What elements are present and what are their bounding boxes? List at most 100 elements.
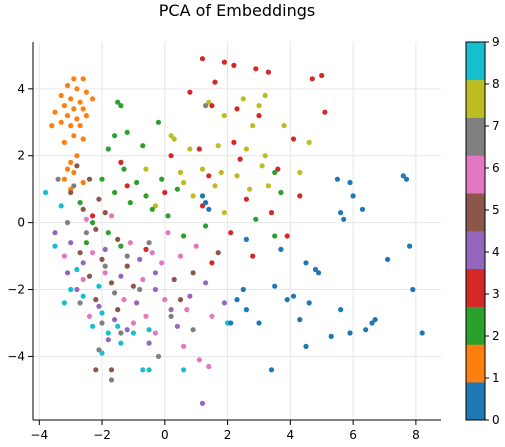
scatter-point bbox=[221, 210, 227, 216]
scatter-point bbox=[118, 273, 124, 279]
scatter-point bbox=[316, 270, 322, 276]
y-tick-label: −4 bbox=[7, 349, 25, 363]
scatter-point bbox=[108, 377, 115, 383]
x-tick-label: −4 bbox=[30, 428, 48, 442]
scatter-point bbox=[83, 230, 89, 236]
scatter-point bbox=[328, 333, 334, 339]
scatter-point bbox=[74, 86, 80, 92]
grid-lines bbox=[33, 42, 441, 420]
scatter-point bbox=[256, 320, 262, 326]
scatter-point bbox=[96, 196, 102, 202]
colorbar-tick-label: 5 bbox=[492, 203, 500, 217]
scatter-point bbox=[124, 327, 130, 333]
scatter-point bbox=[403, 176, 410, 182]
colorbar: 0 1 2 3 4 5 6 7 8 9 bbox=[465, 35, 500, 427]
scatter-point bbox=[174, 323, 180, 329]
scatter-point bbox=[134, 300, 140, 306]
scatter-point bbox=[209, 260, 215, 266]
scatter-point bbox=[309, 76, 315, 82]
scatter-point bbox=[112, 133, 118, 139]
scatter-point bbox=[115, 99, 121, 105]
scatter-point bbox=[71, 169, 77, 176]
y-tick-label: 2 bbox=[17, 149, 25, 163]
scatter-point bbox=[118, 159, 124, 165]
scatter-point bbox=[74, 286, 80, 293]
scatter-point bbox=[278, 189, 284, 196]
scatter-point bbox=[96, 303, 102, 309]
scatter-point bbox=[152, 330, 158, 336]
scatter-point bbox=[253, 66, 259, 72]
scatter-point bbox=[96, 347, 102, 353]
scatter-point bbox=[68, 286, 74, 293]
scatter-point bbox=[80, 293, 86, 299]
scatter-point bbox=[199, 203, 206, 209]
scatter-point bbox=[268, 367, 275, 373]
scatter-point bbox=[400, 173, 406, 179]
scatter-point bbox=[199, 193, 206, 199]
scatter-point bbox=[177, 253, 184, 259]
scatter-point bbox=[105, 230, 111, 236]
scatter-point bbox=[221, 113, 227, 119]
scatter-point bbox=[350, 193, 356, 199]
scatter-point bbox=[168, 133, 174, 139]
scatter-point bbox=[49, 123, 55, 129]
scatter-point bbox=[177, 169, 184, 176]
colorbar-tick-label: 6 bbox=[492, 161, 500, 175]
scatter-point bbox=[80, 136, 86, 142]
scatter-point bbox=[124, 253, 130, 259]
scatter-point bbox=[64, 82, 71, 89]
scatter-point bbox=[152, 286, 158, 293]
scatter-point bbox=[187, 89, 193, 95]
scatter-point bbox=[215, 250, 221, 256]
scatter-point bbox=[259, 163, 265, 169]
x-tick-label: 8 bbox=[412, 428, 420, 442]
colorbar-tick-label: 4 bbox=[492, 245, 500, 259]
x-ticks: −4 −2 0 2 4 6 8 bbox=[30, 420, 420, 442]
scatter-point bbox=[130, 283, 136, 289]
scatter-point bbox=[90, 250, 96, 256]
scatter-point bbox=[206, 173, 212, 179]
colorbar-segment bbox=[466, 382, 485, 421]
scatter-point bbox=[262, 153, 268, 159]
scatter-point bbox=[234, 297, 240, 303]
scatter-point bbox=[284, 233, 290, 239]
y-tick-label: 4 bbox=[17, 82, 25, 96]
scatter-point bbox=[83, 240, 89, 246]
scatter-point bbox=[77, 123, 83, 129]
scatter-point bbox=[71, 183, 77, 189]
colorbar-frame bbox=[465, 41, 486, 421]
scatter-point bbox=[134, 179, 140, 186]
scatter-point bbox=[165, 230, 171, 236]
scatter-point bbox=[171, 136, 177, 142]
scatter-point bbox=[212, 79, 218, 85]
scatter-point bbox=[124, 129, 130, 135]
scatter-point bbox=[112, 317, 118, 323]
scatter-point bbox=[130, 320, 136, 326]
scatter-point bbox=[203, 223, 209, 229]
scatter-point bbox=[71, 76, 77, 82]
scatter-point bbox=[203, 200, 209, 206]
scatter-point bbox=[137, 256, 143, 262]
scatter-point bbox=[306, 139, 312, 145]
scatter-point bbox=[234, 106, 240, 112]
scatter-point bbox=[61, 300, 67, 306]
scatter-point bbox=[83, 216, 89, 222]
scatter-point bbox=[196, 146, 202, 152]
colorbar-segment bbox=[466, 193, 485, 232]
scatter-point bbox=[184, 307, 190, 313]
scatter-point bbox=[338, 307, 344, 313]
scatter-point bbox=[272, 233, 278, 239]
scatter-point bbox=[124, 183, 130, 189]
scatter-point bbox=[250, 123, 256, 129]
scatter-point bbox=[68, 159, 74, 165]
scatter-point bbox=[410, 286, 416, 293]
scatter-point bbox=[68, 240, 74, 246]
scatter-point bbox=[221, 59, 227, 65]
colorbar-tick-label: 0 bbox=[492, 413, 500, 427]
colorbar-segment bbox=[466, 155, 485, 194]
scatter-point bbox=[165, 213, 171, 219]
scatter-point bbox=[64, 166, 71, 172]
scatter-point bbox=[83, 113, 89, 119]
scatter-point bbox=[268, 210, 275, 216]
scatter-point bbox=[347, 330, 353, 336]
